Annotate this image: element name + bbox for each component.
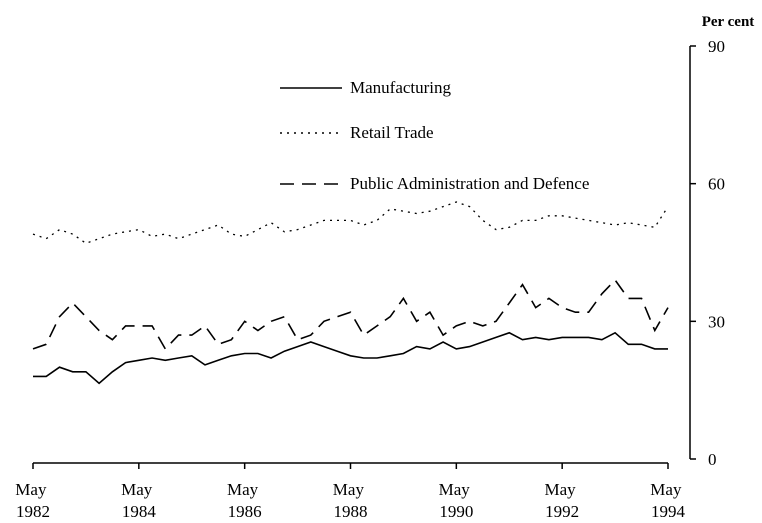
x-tick-label: May 1982 [15, 480, 50, 521]
x-tick-label: May 1994 [650, 480, 685, 521]
series-line [33, 331, 668, 385]
x-tick-label-month: May [333, 480, 368, 499]
y-tick-label: 0 [708, 450, 717, 469]
x-tick-label-year: 1988 [334, 502, 368, 521]
x-tick-label: May 1986 [227, 480, 262, 521]
x-tick-label-month: May [15, 480, 50, 499]
x-tick-label: May 1990 [439, 480, 474, 521]
x-tick-label-year: 1982 [16, 502, 50, 521]
x-tick-label: May 1992 [544, 480, 579, 521]
x-tick-label-year: 1994 [651, 502, 686, 521]
legend-label: Manufacturing [350, 78, 452, 97]
x-tick-label-year: 1986 [228, 502, 262, 521]
x-tick-label-month: May [121, 480, 156, 499]
x-tick-label-year: 1984 [122, 502, 157, 521]
series-line [32, 201, 669, 245]
x-tick-label-month: May [439, 480, 474, 499]
legend-label: Public Administration and Defence [350, 174, 589, 193]
y-tick-label: 90 [708, 37, 725, 56]
x-tick-label-month: May [227, 480, 262, 499]
x-tick-label: May 1988 [333, 480, 368, 521]
series-line [32, 278, 669, 351]
x-tick-label: May 1984 [121, 480, 156, 521]
y-tick-label: 30 [708, 312, 725, 331]
y-axis-label: Per cent [702, 14, 755, 30]
x-tick-label-month: May [544, 480, 579, 499]
x-tick-label-year: 1990 [439, 502, 473, 521]
legend-label: Retail Trade [350, 123, 434, 142]
x-tick-label-year: 1992 [545, 502, 579, 521]
x-tick-label-month: May [650, 480, 685, 499]
y-tick-label: 60 [708, 175, 725, 194]
